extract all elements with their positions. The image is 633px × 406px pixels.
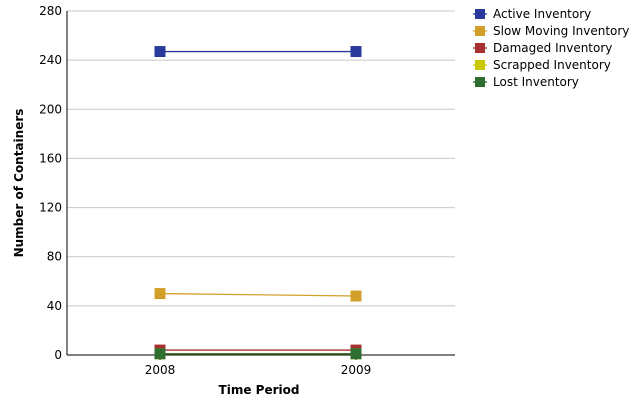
legend-item: Lost Inventory xyxy=(473,75,579,89)
legend-label: Slow Moving Inventory xyxy=(493,24,629,38)
y-tick-label: 80 xyxy=(47,250,62,264)
y-tick-label: 160 xyxy=(39,151,62,165)
y-tick-label: 40 xyxy=(47,299,62,313)
legend-label: Damaged Inventory xyxy=(493,41,612,55)
data-point-marker xyxy=(350,348,362,360)
axes xyxy=(66,11,455,356)
series-line xyxy=(159,292,357,297)
x-tick-label: 2009 xyxy=(341,363,372,377)
y-axis-title: Number of Containers xyxy=(12,109,26,258)
legend-item: Damaged Inventory xyxy=(473,41,612,55)
data-point-marker xyxy=(154,348,166,360)
legend-swatch-marker xyxy=(475,60,485,70)
legend: Active Inventory Slow Moving Inventory Dam… xyxy=(473,7,629,89)
gridlines xyxy=(67,10,455,307)
x-tick-label: 2008 xyxy=(145,363,176,377)
series-lost-inventory xyxy=(154,348,362,360)
series-slow-moving-inventory xyxy=(154,288,362,302)
legend-label: Scrapped Inventory xyxy=(493,58,611,72)
legend-swatch-marker xyxy=(475,43,485,53)
data-point-marker xyxy=(154,288,166,300)
legend-swatch-marker xyxy=(475,26,485,36)
series xyxy=(154,46,362,360)
legend-swatch-marker xyxy=(475,9,485,19)
legend-swatch-marker xyxy=(475,77,485,87)
y-tick-label: 0 xyxy=(54,348,62,362)
y-tick-label: 200 xyxy=(39,102,62,116)
y-tick-label: 280 xyxy=(39,4,62,18)
legend-item: Slow Moving Inventory xyxy=(473,24,629,38)
y-tick-label: 120 xyxy=(39,201,62,215)
data-point-marker xyxy=(350,46,362,58)
x-tick-labels: 2008 2009 xyxy=(145,355,372,377)
x-axis-title: Time Period xyxy=(219,383,300,397)
y-tick-label: 240 xyxy=(39,53,62,67)
data-point-marker xyxy=(350,290,362,302)
series-active-inventory xyxy=(154,46,362,58)
legend-label: Active Inventory xyxy=(493,7,591,21)
data-point-marker xyxy=(154,46,166,58)
legend-item: Scrapped Inventory xyxy=(473,58,611,72)
legend-label: Lost Inventory xyxy=(493,75,579,89)
y-tick-labels: 0 40 80 120 160 200 240 280 xyxy=(39,4,62,362)
legend-item: Active Inventory xyxy=(473,7,591,21)
